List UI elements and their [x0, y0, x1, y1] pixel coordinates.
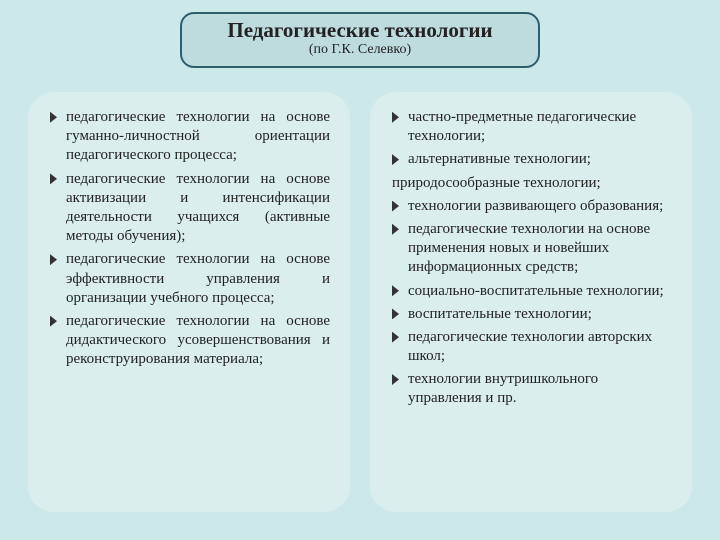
right-list-bottom: технологии развивающего образования; пед…: [392, 197, 672, 409]
right-panel: частно-предметные педагогические техноло…: [370, 92, 692, 512]
list-item: воспитательные технологии;: [392, 305, 672, 324]
plain-line: природосообразные технологии;: [392, 174, 672, 193]
slide-subtitle: (по Г.К. Селевко): [190, 42, 530, 59]
list-item: педагогические технологии на основе эффе…: [50, 250, 330, 308]
list-item: технологии внутришкольного управления и …: [392, 370, 672, 408]
list-item: частно-предметные педагогические техноло…: [392, 108, 672, 146]
title-box: Педагогические технологии (по Г.К. Селев…: [180, 12, 540, 68]
right-list-top: частно-предметные педагогические техноло…: [392, 108, 672, 170]
left-list: педагогические технологии на основе гума…: [50, 108, 330, 369]
list-item: педагогические технологии на основе прим…: [392, 220, 672, 278]
list-item: социально-воспитательные технологии;: [392, 282, 672, 301]
list-item: технологии развивающего образования;: [392, 197, 672, 216]
slide: Педагогические технологии (по Г.К. Селев…: [0, 0, 720, 540]
list-item: педагогические технологии на основе акти…: [50, 170, 330, 247]
list-item: педагогические технологии на основе дида…: [50, 312, 330, 370]
left-panel: педагогические технологии на основе гума…: [28, 92, 350, 512]
list-item: педагогические технологии авторских школ…: [392, 328, 672, 366]
list-item: альтернативные технологии;: [392, 150, 672, 169]
slide-title: Педагогические технологии: [190, 18, 530, 42]
list-item: педагогические технологии на основе гума…: [50, 108, 330, 166]
